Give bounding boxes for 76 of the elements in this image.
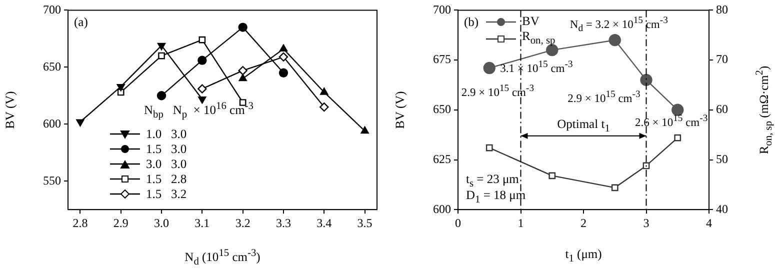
x-tick-label: 3.0: [154, 216, 170, 230]
y-tick-label: 625: [433, 152, 451, 166]
chart-title: (b): [464, 15, 479, 30]
y2-tick-label: 50: [716, 152, 728, 166]
x-tick-label: 3.1: [194, 216, 210, 230]
y2-tick-label: 80: [716, 2, 728, 16]
point: [360, 126, 369, 134]
legend-label: 1.5 3.2: [146, 186, 187, 202]
legend-label: 1.5 2.8: [146, 172, 187, 187]
point: [279, 44, 288, 52]
y-tick-label: 550: [43, 173, 61, 188]
point: [158, 52, 165, 60]
point: [486, 144, 493, 152]
y-axis-title: BV (V): [393, 91, 407, 129]
annotation: 2.9 × 10$^{15}$ cm$^{-3}$: [568, 88, 640, 106]
point: [642, 162, 650, 170]
x-tick-label: 3.4: [316, 216, 332, 230]
annotation: t$_{s}$ = 23 μm: [466, 172, 519, 190]
legend-label: 3.0 3.0: [146, 156, 187, 172]
point: [548, 172, 556, 180]
annotation: 2.9 × 10$^{15}$ cm$^{-3}$: [461, 82, 534, 100]
point: [198, 36, 206, 44]
x-tick-label: 2.8: [72, 216, 88, 230]
x-tick-label: 2: [580, 216, 586, 230]
point: [76, 119, 84, 126]
point: [198, 96, 206, 104]
y-tick-label: 650: [433, 102, 451, 116]
x-axis-title: N$_{d}$ (10$^{15}$ cm$^{-3}$): [184, 247, 260, 270]
point: [156, 91, 166, 100]
legend-label: R$_{on, sp}$: [522, 29, 556, 49]
annotation: N$_{d}$ = 3.2 × 10$^{15}$ cm$^{-3}$: [570, 14, 668, 36]
point: [320, 88, 328, 95]
y-tick-label: 600: [433, 202, 451, 216]
y2-tick-label: 70: [716, 52, 728, 66]
point: [320, 102, 329, 112]
point: [116, 84, 125, 92]
y-tick-label: 675: [433, 52, 451, 66]
point: [672, 104, 684, 116]
annotation: 3.1 × 10$^{15}$ cm$^{-3}$: [500, 58, 573, 76]
point: [278, 68, 288, 78]
point: [674, 134, 682, 142]
x-tick-label: 3.5: [357, 216, 372, 230]
legend-title: N$_{bp}$ N$_{p}$ × 10$^{16}$ cm$^{-3}$: [144, 100, 254, 123]
y-tick-label: 650: [43, 59, 61, 74]
point: [238, 66, 248, 76]
y-tick-label: 700: [433, 2, 451, 16]
y2-tick-label: 60: [716, 102, 728, 116]
x-tick-label: 3.3: [276, 216, 291, 230]
x-tick-label: 1: [518, 216, 524, 230]
point: [157, 42, 166, 50]
point: [198, 56, 207, 65]
y-tick-label: 600: [43, 116, 61, 130]
point: [238, 22, 248, 32]
point: [483, 62, 496, 74]
y-tick-label: 700: [43, 2, 61, 16]
annotation: Optimal t$_{1}$: [557, 116, 610, 136]
x-tick-label: 2.9: [113, 216, 128, 230]
point: [608, 34, 621, 46]
x-axis-title: t$_{1}$ (μm): [565, 247, 602, 266]
x-tick-label: 0: [455, 216, 461, 230]
y-axis-title: BV (V): [3, 91, 17, 129]
x-tick-label: 3.2: [235, 216, 250, 230]
y2-tick-label: 40: [716, 202, 728, 216]
x-tick-label: 3: [643, 216, 650, 230]
annotation: D$_{1}$ = 18 μm: [466, 188, 526, 208]
point: [278, 52, 288, 62]
legend-label: BV: [522, 14, 540, 30]
legend-label: 1.0 3.0: [146, 126, 187, 142]
point: [198, 84, 207, 94]
point: [611, 184, 618, 192]
annotation: 2.6 × 10$^{15}$ cm$^{-3}$: [635, 112, 708, 130]
point: [238, 74, 247, 82]
legend-label: 1.5 3.0: [146, 142, 187, 157]
x-tick-label: 4: [706, 216, 712, 230]
chart-title: (a): [74, 15, 88, 30]
point: [640, 74, 652, 86]
